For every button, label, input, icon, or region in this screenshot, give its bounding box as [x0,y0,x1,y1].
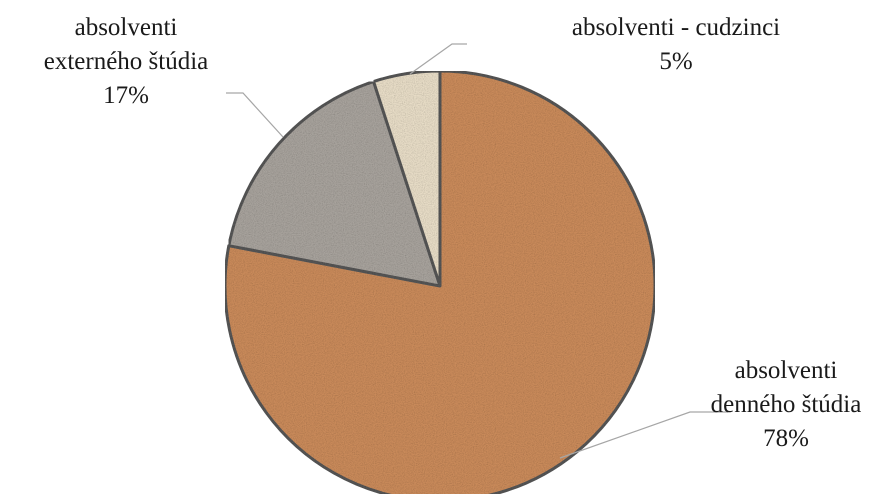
leader-line-1 [226,92,284,138]
leader-line-2 [409,43,467,75]
data-label-line-1-1: externého štúdia [44,48,209,75]
data-label-line-0-0: absolventi [735,357,838,384]
data-label-line-0-1: denného štúdia [711,391,862,418]
leader-line-0 [559,411,728,459]
data-labels: absolventi denného štúdia 78% absolventi ext… [44,14,862,452]
data-label-percent-2: 5% [659,48,692,75]
data-label-line-2-0: absolventi - cudzinci [572,14,780,41]
data-label-0: absolventi denného štúdia 78% [711,357,862,452]
data-label-line-1-0: absolventi [75,14,178,41]
pie-slice-2 [372,69,442,288]
pie-slices [223,69,657,494]
data-label-percent-0: 78% [763,425,809,452]
data-label-1: absolventi externého štúdia 17% [44,14,209,109]
pie-slice-1 [227,80,442,288]
data-label-2: absolventi - cudzinci 5% [572,14,780,75]
data-label-percent-1: 17% [103,82,149,109]
leader-lines [226,43,728,459]
